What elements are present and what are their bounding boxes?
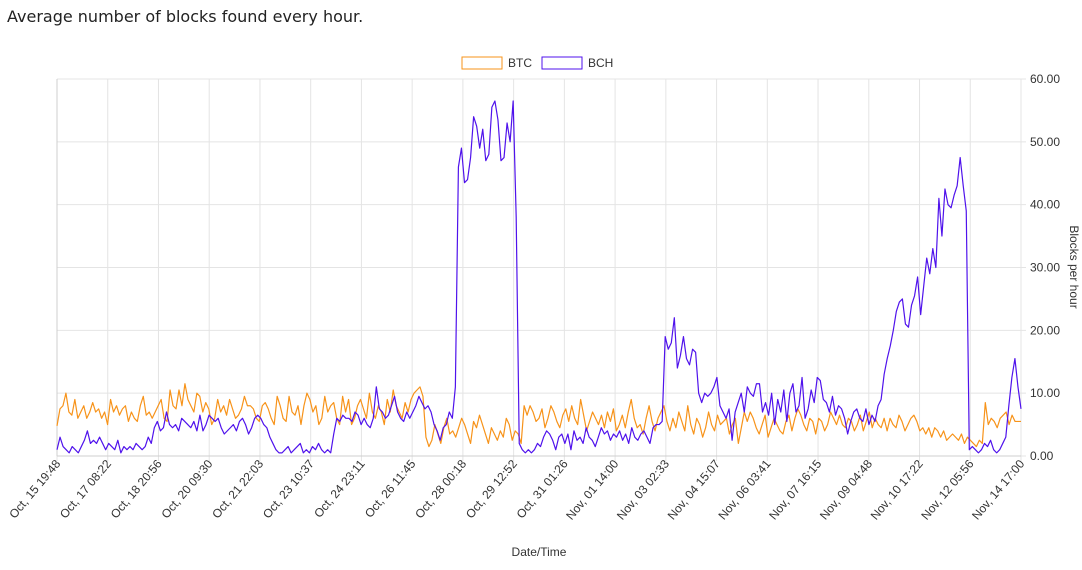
x-tick-label: Oct, 28 00:18 (412, 457, 469, 521)
y-tick-label: 0.00 (1030, 449, 1054, 463)
x-tick-label: Nov, 01 14:00 (563, 457, 621, 523)
legend-label-btc[interactable]: BTC (508, 56, 532, 70)
y-axis-ticks: 0.00 10.00 20.00 30.00 40.00 50.00 60.00 (1030, 72, 1060, 463)
y-tick-label: 10.00 (1030, 386, 1060, 400)
legend-swatch-bch[interactable] (541, 56, 583, 70)
y-tick-label: 50.00 (1030, 135, 1060, 149)
x-axis-title: Date/Time (512, 545, 567, 559)
x-tick-label: Oct, 29 12:52 (463, 457, 520, 521)
x-tick-label: Nov, 09 04:48 (817, 457, 875, 523)
x-tick-label: Nov, 07 16:15 (766, 457, 824, 523)
chart-grid (56, 78, 1026, 461)
x-tick-label: Oct, 17 08:22 (57, 457, 114, 521)
legend-swatch-btc[interactable] (461, 56, 503, 70)
y-tick-label: 40.00 (1030, 198, 1060, 212)
x-tick-label: Oct, 31 01:26 (514, 457, 571, 521)
x-tick-label: Oct, 20 09:30 (158, 457, 215, 521)
x-tick-label: Nov, 06 03:41 (715, 457, 773, 523)
x-tick-label: Oct, 15 19:48 (6, 457, 63, 521)
x-tick-label: Oct, 18 20:56 (108, 457, 165, 521)
x-tick-label: Nov, 12 05:56 (918, 457, 976, 523)
series-line-btc (56, 383, 1021, 448)
series-line-bch (56, 100, 1022, 454)
x-tick-label: Nov, 10 17:22 (868, 457, 926, 523)
x-tick-label: Oct, 23 10:37 (260, 457, 317, 521)
x-tick-label: Oct, 26 11:45 (362, 457, 419, 521)
y-axis-title: Blocks per hour (1067, 225, 1081, 308)
x-tick-label: Nov, 04 15:07 (665, 457, 723, 523)
x-tick-label: Nov, 03 02:33 (614, 457, 672, 523)
x-tick-label: Oct, 24 23:11 (311, 457, 368, 521)
x-tick-label: Oct, 21 22:03 (209, 457, 266, 521)
y-tick-label: 20.00 (1030, 323, 1060, 337)
page-title: Average number of blocks found every hou… (7, 7, 364, 26)
plot-area (56, 79, 1021, 457)
legend: BTC BCH (461, 56, 613, 70)
legend-label-bch[interactable]: BCH (588, 56, 613, 70)
y-tick-label: 60.00 (1030, 72, 1060, 86)
x-tick-label: Nov, 14 17:00 (969, 457, 1027, 523)
y-tick-label: 30.00 (1030, 261, 1060, 275)
chart-series (56, 100, 1022, 454)
